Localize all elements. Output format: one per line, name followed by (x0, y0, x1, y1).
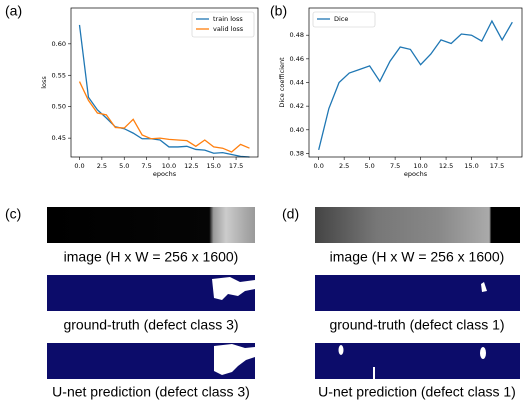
line (78, 81, 250, 153)
caption: ground-truth (defect class 3) (63, 317, 238, 333)
y-axis-label: loss (40, 76, 48, 89)
y-axis-label: Dice coefficient (278, 57, 286, 108)
plot-frame (308, 7, 523, 158)
x-tick-label: 17.5 (490, 162, 504, 170)
x-tick-label: 5.0 (119, 162, 129, 170)
x-axis-label: epochs (404, 170, 428, 178)
panel-label: (c) (5, 206, 21, 222)
x-tick-label: 15.0 (206, 162, 220, 170)
x-tick-label: 0.0 (74, 162, 84, 170)
x-tick-label: 2.5 (97, 162, 107, 170)
caption: image (H x W = 256 x 1600) (330, 249, 505, 265)
ground-truth-mask (315, 275, 520, 311)
panel-label: (a) (5, 3, 22, 19)
x-tick-label: 10.0 (162, 162, 176, 170)
y-tick-label: 0.48 (290, 31, 304, 39)
x-tick-label: 12.5 (439, 162, 453, 170)
y-tick-label: 0.45 (52, 134, 66, 142)
y-tick-label: 0.40 (290, 126, 304, 134)
y-tick-label: 0.46 (290, 55, 304, 63)
x-tick-label: 7.5 (390, 162, 400, 170)
mask-region (214, 344, 255, 375)
steel-image (47, 207, 255, 243)
y-tick-label: 0.42 (290, 102, 304, 110)
mask-region (338, 345, 344, 355)
caption: U-net prediction (defect class 3) (52, 384, 250, 400)
panel-label: (b) (270, 3, 287, 19)
steel-image (315, 207, 520, 243)
plot-frame (70, 7, 259, 158)
y-tick-label: 0.44 (290, 79, 304, 87)
x-tick-label: 0.0 (314, 162, 324, 170)
x-tick-label: 2.5 (339, 162, 349, 170)
legend-frame (191, 11, 255, 38)
y-tick-label: 0.38 (290, 149, 304, 157)
x-tick-label: 7.5 (141, 162, 151, 170)
y-tick-label: 0.55 (52, 71, 66, 79)
y-tick-label: 0.50 (52, 103, 66, 111)
legend-frame (312, 11, 376, 28)
mask-region (480, 347, 486, 359)
line (78, 24, 250, 158)
x-tick-label: 12.5 (184, 162, 198, 170)
caption: image (H x W = 256 x 1600) (64, 249, 239, 265)
legend-label: train loss (213, 15, 243, 23)
line (318, 19, 513, 151)
mask-region (212, 277, 255, 300)
x-tick-label: 5.0 (364, 162, 374, 170)
mask-region (373, 367, 375, 379)
caption: ground-truth (defect class 1) (329, 317, 504, 333)
legend-label: Dice (334, 15, 348, 23)
panel-label: (d) (282, 206, 299, 222)
y-tick-label: 0.60 (52, 40, 66, 48)
x-tick-label: 15.0 (464, 162, 478, 170)
prediction-mask (315, 343, 520, 379)
x-tick-label: 17.5 (229, 162, 243, 170)
x-tick-label: 10.0 (413, 162, 427, 170)
legend-label: valid loss (213, 25, 244, 33)
caption: U-net prediction (defect class 1) (318, 384, 516, 400)
x-axis-label: epochs (153, 170, 177, 178)
mask-region (481, 282, 487, 292)
